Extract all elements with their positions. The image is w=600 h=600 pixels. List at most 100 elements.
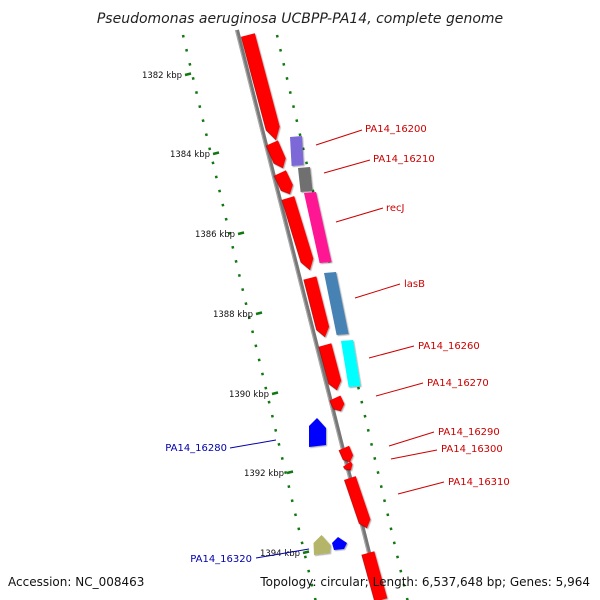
cds-arrow-body (344, 476, 371, 528)
gene-shape (298, 167, 313, 192)
tick-dot (303, 555, 307, 559)
cds-arrow (303, 276, 330, 338)
tick-dot (300, 541, 304, 545)
tick-dot (357, 386, 361, 390)
cds-arrow (342, 461, 353, 471)
tick-dot (379, 485, 383, 489)
gene-leader (388, 431, 435, 447)
tick-dot (373, 456, 377, 460)
tick-dot (198, 105, 202, 109)
tick-label: 1386 kbp (195, 230, 235, 240)
tick-dot (244, 302, 248, 306)
gene-label: PA14_16210 (373, 154, 435, 165)
gene-leader (397, 481, 445, 495)
tick-dot (396, 555, 400, 559)
tick-dot (399, 569, 403, 573)
cds-arrow-edge (338, 450, 351, 463)
gene-leader (390, 449, 438, 460)
gene-label: PA14_16270 (427, 378, 489, 389)
cds-arrow-body (329, 395, 345, 411)
cds-arrow-body (303, 276, 330, 337)
cds-track (240, 33, 388, 600)
tick-dot (298, 133, 302, 137)
gene-label: lasB (404, 279, 425, 290)
cds-arrow-edge (329, 400, 342, 412)
tick-dot (288, 91, 292, 95)
cds-arrow-edge (265, 145, 284, 169)
gene-shape-body (290, 136, 304, 166)
cds-arrow (329, 395, 345, 412)
tick-dot (392, 541, 396, 545)
tick-dot (191, 76, 195, 80)
gene-leader (368, 345, 415, 359)
major-tick (286, 470, 294, 475)
tick-dot (389, 527, 393, 531)
tick-dot (234, 259, 238, 263)
tick-dot (280, 456, 284, 460)
tick-dot (313, 597, 317, 600)
tick-dot (285, 76, 289, 80)
tick-label: 1384 kbp (170, 150, 210, 160)
cds-arrow-body (266, 140, 286, 168)
tick-label: 1388 kbp (213, 310, 253, 320)
gene-leader (375, 382, 424, 397)
major-tick (184, 72, 192, 77)
gene-label: recJ (386, 203, 405, 214)
genome-summary: Topology: circular; Length: 6,537,648 bp… (259, 575, 590, 589)
tick-dot (237, 273, 241, 277)
major-tick (255, 311, 263, 316)
gene-label: PA14_16280 (165, 443, 227, 454)
tick-dot (282, 62, 286, 66)
cds-arrow-edge (361, 554, 381, 600)
gene-shape (309, 418, 326, 447)
gene-label: PA14_16290 (438, 427, 500, 438)
tick-dot (386, 513, 390, 517)
cds-arrow-edge (318, 346, 338, 391)
gene-label: PA14_16200 (365, 124, 427, 135)
gene-label: PA14_16310 (448, 477, 510, 488)
tick-dot (224, 217, 228, 221)
tick-dot (254, 344, 258, 348)
gene-label: PA14_16300 (441, 444, 503, 455)
tick-dot (185, 48, 189, 52)
tick-dot (260, 372, 264, 376)
tick-dot (181, 34, 185, 38)
tick-dot (311, 189, 315, 193)
cds-arrow-body (361, 551, 388, 600)
cds-arrow (338, 445, 354, 463)
tick-dot (277, 442, 281, 446)
gene-shape (304, 192, 332, 263)
gene-shape-body (304, 192, 332, 263)
tick-dot (305, 161, 309, 165)
tick-label: 1392 kbp (244, 469, 284, 479)
tick-dot (301, 147, 305, 151)
map-title: Pseudomonas aeruginosa UCBPP-PA14, compl… (97, 11, 503, 27)
tick-dot (251, 330, 255, 334)
cds-arrow (343, 476, 371, 529)
gene-shape-body (324, 272, 349, 335)
gene-leader (354, 283, 401, 299)
cds-arrow-edge (273, 175, 291, 195)
tick-dot (194, 91, 198, 95)
tick-dot (214, 175, 218, 179)
cds-arrow (265, 140, 286, 169)
gene-label: PA14_16320 (190, 554, 252, 565)
gene-leader (335, 207, 384, 223)
tick-dot (360, 400, 364, 404)
gene-leader (323, 159, 371, 174)
cds-arrow-body (274, 170, 293, 194)
tick-dot (247, 316, 251, 320)
accession-label: Accession: NC_008463 (8, 575, 144, 589)
tick-dot (227, 231, 231, 235)
gene-shape (290, 136, 304, 166)
tick-label: 1382 kbp (142, 71, 182, 81)
reverse-gene-shape (332, 537, 347, 550)
gene-leader (255, 548, 310, 559)
cds-arrow-body (281, 196, 314, 270)
tick-dot (366, 428, 370, 432)
cds-arrow-edge (343, 479, 368, 529)
tick-dot (307, 569, 311, 573)
tick-dot (293, 513, 297, 517)
tick-dot (279, 48, 283, 52)
tick-dot (218, 189, 222, 193)
